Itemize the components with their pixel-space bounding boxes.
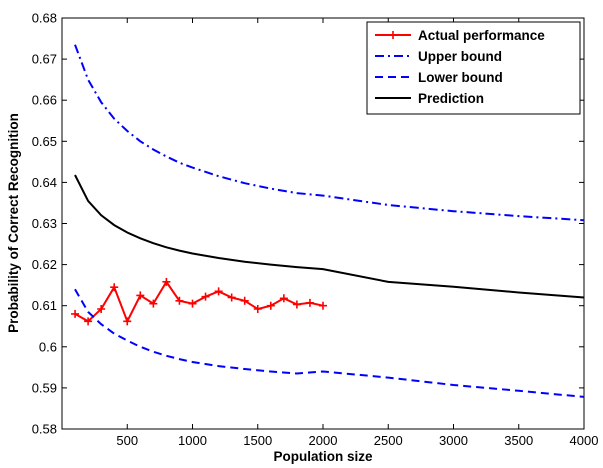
- y-tick-label: 0.59: [32, 380, 57, 395]
- x-tick-label: 2000: [309, 433, 338, 448]
- series-line-1: [74, 44, 585, 222]
- series-layer: [71, 44, 585, 398]
- y-axis-label: Probability of Correct Recognition: [6, 113, 21, 333]
- data-point-marker: [175, 296, 184, 305]
- y-tick-label: 0.64: [32, 175, 57, 190]
- y-tick-label: 0.65: [32, 134, 57, 149]
- x-tick-label: 1000: [178, 433, 207, 448]
- legend-label: Lower bound: [418, 70, 503, 85]
- data-point-marker: [266, 301, 275, 310]
- y-axis: 0.58 0.59 0.6 0.61 0.62 0.63 0.64 0.65 0.66 0.67 0…: [32, 11, 584, 437]
- x-tick-label: 4000: [570, 433, 599, 448]
- legend: Actual performance Upper bound Lower bound…: [366, 21, 581, 115]
- data-point-marker: [84, 317, 93, 326]
- y-tick-label: 0.66: [32, 93, 57, 108]
- data-point-marker: [188, 299, 197, 308]
- data-point-marker: [71, 309, 80, 318]
- x-axis: 500 1000 1500 2000 2500 3000 3500 4000: [116, 18, 598, 448]
- series-line-0: [74, 280, 324, 324]
- data-point-marker: [123, 317, 132, 326]
- data-point-marker: [305, 298, 314, 307]
- y-tick-label: 0.68: [32, 11, 57, 26]
- data-point-marker: [149, 299, 158, 308]
- data-point-marker: [253, 304, 262, 313]
- y-tick-label: 0.61: [32, 298, 57, 313]
- y-tick-label: 0.62: [32, 257, 57, 272]
- data-point-marker: [319, 301, 327, 310]
- data-point-marker: [110, 283, 119, 292]
- series-line-2: [74, 288, 585, 398]
- x-tick-label: 2500: [374, 433, 403, 448]
- y-tick-label: 0.58: [32, 422, 57, 437]
- data-point-marker: [279, 294, 288, 303]
- y-tick-label: 0.63: [32, 216, 57, 231]
- series-line-3: [74, 174, 585, 299]
- legend-label: Upper bound: [418, 49, 502, 64]
- data-point-marker: [136, 291, 145, 300]
- x-axis-label: Population size: [273, 449, 373, 464]
- x-tick-label: 1500: [243, 433, 272, 448]
- legend-label: Actual performance: [418, 28, 545, 43]
- x-tick-label: 3000: [439, 433, 468, 448]
- data-point-marker: [292, 300, 301, 309]
- data-point-marker: [240, 296, 249, 305]
- data-point-marker: [201, 292, 210, 301]
- data-point-marker: [227, 293, 236, 302]
- data-point-marker: [214, 287, 223, 296]
- y-tick-label: 0.67: [32, 52, 57, 67]
- x-tick-label: 500: [116, 433, 138, 448]
- legend-label: Prediction: [418, 91, 484, 106]
- data-point-marker: [97, 304, 106, 313]
- x-tick-label: 3500: [504, 433, 533, 448]
- y-tick-label: 0.6: [39, 339, 57, 354]
- data-point-marker: [162, 277, 171, 286]
- legend-marker: [389, 31, 397, 39]
